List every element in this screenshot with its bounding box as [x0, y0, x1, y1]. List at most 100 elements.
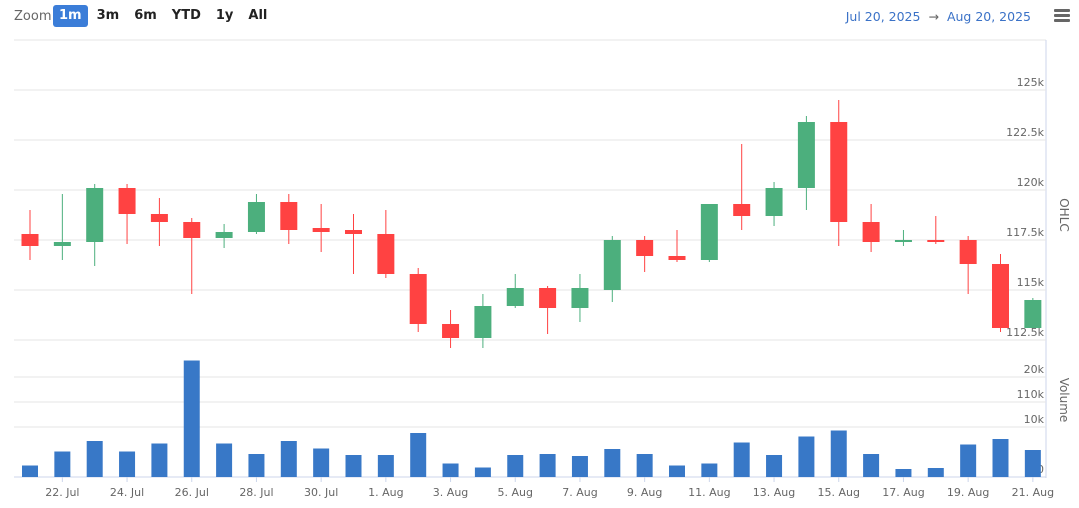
volume-bar: [248, 454, 265, 477]
candle-body: [733, 204, 751, 216]
x-tick-label: 9. Aug: [627, 486, 662, 499]
volume-bar: [345, 455, 362, 477]
candle-body: [247, 202, 265, 232]
volume-bar: [830, 430, 847, 477]
volume-bar: [507, 455, 524, 477]
zoom-1m-button[interactable]: 1m: [53, 5, 88, 27]
date-range: Jul 20, 2025 → Aug 20, 2025: [846, 9, 1031, 24]
candle-body: [668, 256, 686, 260]
range-from-input[interactable]: Jul 20, 2025: [845, 9, 921, 24]
candle-body: [797, 122, 815, 188]
volume-bar: [410, 433, 427, 477]
volume-bar: [733, 442, 750, 477]
x-tick-label: 15. Aug: [818, 486, 860, 499]
price-tick-label: 122.5k: [1006, 126, 1044, 139]
candle-body: [894, 240, 912, 242]
x-tick-label: 11. Aug: [688, 486, 730, 499]
price-tick-label: 112.5k: [1006, 326, 1044, 339]
chart-toolbar: Zoom 1m 3m 6m YTD 1y All Jul 20, 2025 → …: [0, 0, 1079, 34]
volume-bar: [183, 360, 200, 477]
volume-bar: [636, 454, 653, 477]
volume-bar: [798, 436, 815, 477]
zoom-label: Zoom: [14, 9, 52, 24]
candle-body: [53, 242, 71, 246]
volume-tick-label: 110k: [1017, 388, 1045, 401]
x-tick-label: 28. Jul: [239, 486, 273, 499]
range-to-input[interactable]: Aug 20, 2025: [946, 9, 1031, 24]
ohlc-axis-title: OHLC: [1057, 198, 1071, 232]
candle-body: [862, 222, 880, 242]
candle-body: [118, 188, 136, 214]
zoom-buttons: 1m 3m 6m YTD 1y All: [53, 5, 273, 27]
x-tick-label: 7. Aug: [562, 486, 597, 499]
price-tick-label: 120k: [1017, 176, 1045, 189]
volume-bar: [539, 454, 556, 477]
candle-body: [603, 240, 621, 290]
candle-body: [571, 288, 589, 308]
candle-body: [539, 288, 557, 308]
volume-bar: [927, 468, 944, 477]
volume-bar: [216, 443, 233, 477]
volume-bar: [669, 465, 685, 477]
x-tick-label: 3. Aug: [433, 486, 468, 499]
x-tick-label: 17. Aug: [882, 486, 924, 499]
candle-body: [377, 234, 395, 274]
x-tick-label: 1. Aug: [368, 486, 403, 499]
candle-body: [280, 202, 298, 230]
candle-body: [183, 222, 201, 238]
x-tick-label: 19. Aug: [947, 486, 989, 499]
candle-body: [636, 240, 654, 256]
candle-body: [312, 228, 330, 232]
candle-body: [86, 188, 104, 242]
volume-bar: [992, 439, 1009, 477]
x-tick-label: 21. Aug: [1012, 486, 1054, 499]
x-tick-label: 22. Jul: [45, 486, 79, 499]
candle-body: [409, 274, 427, 324]
volume-bar: [313, 448, 330, 477]
x-tick-label: 26. Jul: [175, 486, 209, 499]
volume-bar: [86, 441, 103, 477]
candle-body: [21, 234, 39, 246]
x-tick-label: 13. Aug: [753, 486, 795, 499]
candle-body: [1024, 300, 1042, 328]
candle-body: [474, 306, 492, 338]
volume-bar: [604, 449, 621, 477]
volume-bar: [895, 469, 912, 477]
candle-body: [830, 122, 848, 222]
candle-body: [700, 204, 718, 260]
volume-bar: [766, 455, 783, 477]
price-tick-label: 117.5k: [1006, 226, 1044, 239]
x-tick-label: 5. Aug: [498, 486, 533, 499]
volume-bar: [1024, 450, 1041, 477]
zoom-all-button[interactable]: All: [248, 8, 268, 23]
volume-bar: [701, 463, 718, 477]
range-arrow-icon: →: [928, 9, 939, 24]
volume-tick-label: 10k: [1024, 413, 1045, 426]
volume-bar: [960, 444, 977, 477]
volume-bar: [22, 465, 38, 477]
candle-body: [442, 324, 460, 338]
volume-bar: [280, 441, 297, 477]
volume-bar: [377, 455, 394, 477]
candle-body: [215, 232, 233, 238]
x-tick-label: 30. Jul: [304, 486, 338, 499]
zoom-3m-button[interactable]: 3m: [96, 8, 120, 23]
candle-body: [927, 240, 945, 242]
candle-body: [765, 188, 783, 216]
volume-bar: [863, 454, 880, 477]
candle-body: [959, 240, 977, 264]
volume-bar: [571, 456, 588, 477]
candle-body: [992, 264, 1009, 328]
zoom-6m-button[interactable]: 6m: [134, 8, 157, 23]
zoom-1y-button[interactable]: 1y: [215, 8, 234, 23]
price-tick-label: 115k: [1017, 276, 1045, 289]
volume-bar: [119, 451, 136, 477]
volume-axis-title: Volume: [1057, 378, 1071, 423]
candle-body: [345, 230, 362, 234]
zoom-ytd-button[interactable]: YTD: [171, 8, 201, 23]
candle-body: [506, 288, 524, 306]
hamburger-menu-icon[interactable]: [1054, 9, 1070, 23]
volume-tick-label: 20k: [1024, 363, 1045, 376]
candle-body: [150, 214, 168, 222]
